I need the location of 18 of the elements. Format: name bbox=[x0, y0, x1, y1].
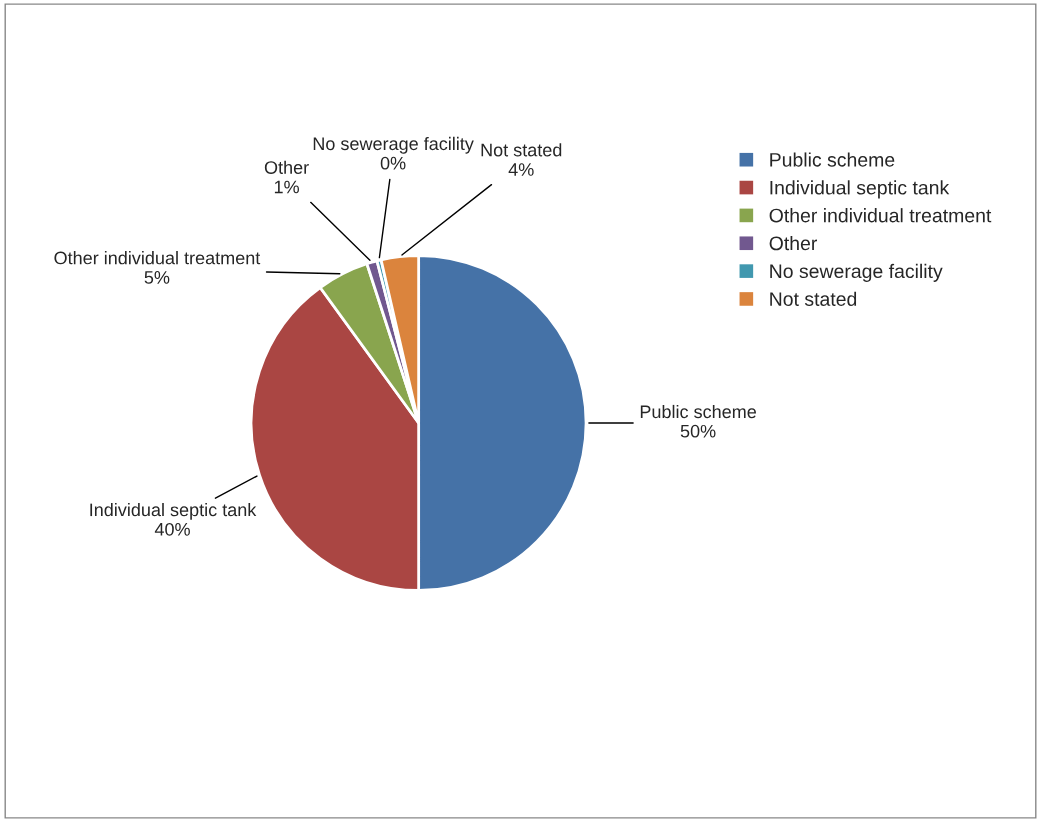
data-label: 4% bbox=[508, 163, 534, 176]
slice-label: Other individual treatment bbox=[54, 251, 261, 265]
legend-label: Individual septic tank bbox=[770, 180, 950, 199]
slice-label: Individual septic tank bbox=[90, 503, 257, 520]
data-label: 5% bbox=[144, 271, 170, 284]
legend-label: Public scheme bbox=[770, 152, 895, 167]
slice-label: Not stated bbox=[481, 143, 562, 157]
legend-label: Other bbox=[769, 235, 818, 251]
legend-label: No sewerage facility bbox=[770, 263, 943, 282]
data-label: 1% bbox=[274, 180, 299, 194]
legend-label: Other individual treatment bbox=[769, 208, 992, 223]
data-label: 40% bbox=[154, 522, 190, 536]
legend-label: Not stated bbox=[770, 291, 857, 306]
data-label: 0% bbox=[380, 156, 406, 170]
slice-label: Other bbox=[264, 160, 309, 174]
data-label: 50% bbox=[680, 424, 716, 438]
slice-label: No sewerage facility bbox=[313, 136, 474, 154]
slice-label: Public scheme bbox=[640, 404, 756, 419]
